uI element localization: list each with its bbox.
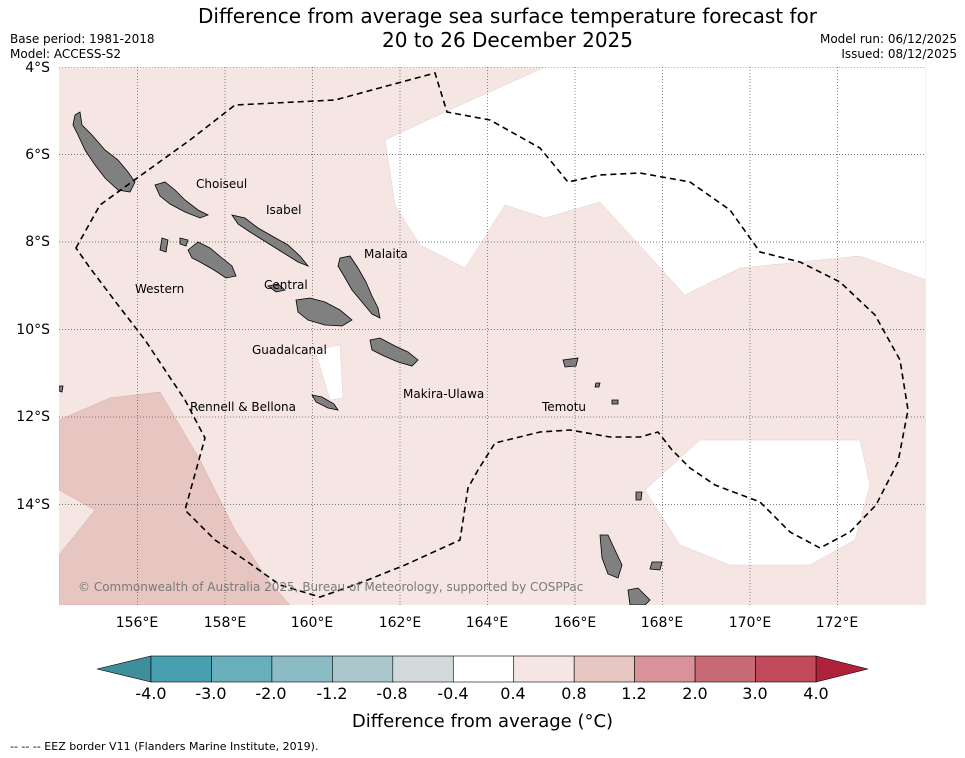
lon-label: 162°E — [378, 615, 422, 631]
base-period: Base period: 1981-2018 — [10, 32, 155, 46]
lat-label: 12°S — [16, 409, 50, 425]
map-area: Choiseul Isabel Malaita Western Central … — [59, 67, 926, 605]
map-title-line-2: 20 to 26 December 2025 — [381, 28, 633, 52]
lon-label: 166°E — [553, 615, 597, 631]
colorbar-title: Difference from average (°C) — [351, 711, 614, 732]
colorbar-cell — [513, 655, 575, 683]
island-espiritu-santo — [627, 587, 651, 605]
island-vanuatu-north — [599, 534, 623, 579]
colorbar-tick-label: -2.0 — [255, 684, 287, 703]
colorbar-tick-label: 0.8 — [561, 684, 587, 703]
island-duff — [594, 382, 601, 388]
neutral-area-southeast — [644, 439, 871, 566]
island-isabel — [231, 214, 310, 267]
island-torres — [635, 491, 643, 501]
island-rennell — [311, 394, 339, 411]
colorbar-cells — [150, 655, 817, 683]
colorbar-tick-label: -3.0 — [195, 684, 227, 703]
colorbar-cell — [573, 655, 635, 683]
island-western-1 — [72, 111, 136, 193]
neutral-area-north — [384, 67, 926, 296]
colorbar-tick-label: -0.8 — [376, 684, 408, 703]
region-label-central: Central — [264, 278, 308, 292]
lat-label: 8°S — [25, 234, 50, 250]
islands — [59, 111, 663, 605]
island-vanuatu-small — [649, 561, 663, 571]
colorbar-cell — [392, 655, 454, 683]
lon-label: 156°E — [115, 615, 159, 631]
island-new-georgia — [187, 241, 237, 279]
colorbar-cell — [211, 655, 273, 683]
island-choiseul — [154, 181, 209, 219]
colorbar-cell — [634, 655, 696, 683]
island-malaita — [337, 255, 381, 319]
colorbar-tick-label: 1.2 — [621, 684, 647, 703]
region-label-rennell-bellona: Rennell & Bellona — [190, 400, 296, 414]
lat-label: 10°S — [16, 322, 50, 338]
lon-label: 170°E — [728, 615, 772, 631]
map-title-line-1: Difference from average sea surface temp… — [197, 4, 817, 28]
island-central — [267, 283, 286, 293]
region-label-makira-ulawa: Makira-Ulawa — [403, 387, 484, 401]
colorbar-cell — [150, 655, 212, 683]
lon-label: 158°E — [203, 615, 247, 631]
colorbar-tick-label: -4.0 — [135, 684, 167, 703]
lat-label: 6°S — [25, 147, 50, 163]
lon-label: 164°E — [465, 615, 509, 631]
island-west-edge — [59, 385, 64, 393]
lon-label: 172°E — [815, 615, 859, 631]
colorbar-tick-label: -0.4 — [437, 684, 469, 703]
island-vella-lavella — [159, 237, 169, 253]
region-label-choiseul: Choiseul — [196, 177, 247, 191]
island-kolombangara — [179, 237, 189, 247]
colorbar-over-arrow — [815, 655, 869, 683]
meta-left: Base period: 1981-2018 Model: ACCESS-S2 — [10, 32, 155, 62]
colorbar-cell — [694, 655, 756, 683]
region-label-malaita: Malaita — [364, 247, 408, 261]
island-reef — [611, 399, 619, 405]
meta-right: Model run: 06/12/2025 Issued: 08/12/2025 — [820, 32, 957, 62]
region-label-temotu: Temotu — [541, 400, 586, 414]
colorbar-tick-label: 2.0 — [682, 684, 708, 703]
island-makira — [369, 337, 419, 367]
model-name: Model: ACCESS-S2 — [10, 47, 122, 61]
lat-label: 14°S — [16, 497, 50, 513]
region-label-isabel: Isabel — [266, 203, 301, 217]
lon-label: 168°E — [640, 615, 684, 631]
lon-label: 160°E — [290, 615, 334, 631]
colorbar — [96, 655, 869, 683]
lat-label: 4°S — [25, 60, 50, 76]
colorbar-tick-label: -1.2 — [316, 684, 348, 703]
colorbar-cell — [755, 655, 817, 683]
colorbar-cell — [332, 655, 394, 683]
graticule — [59, 67, 926, 605]
colorbar-tick-label: 0.4 — [500, 684, 526, 703]
colorbar-under-arrow — [96, 655, 152, 683]
eez-border — [75, 72, 909, 598]
neutral-area-guadalcanal — [314, 344, 344, 401]
island-santa-cruz — [562, 357, 579, 368]
colorbar-tick-label: 4.0 — [803, 684, 829, 703]
colorbar-cell — [271, 655, 333, 683]
region-label-western: Western — [135, 282, 184, 296]
colorbar-cell — [452, 655, 515, 683]
colorbar-tick-label: 3.0 — [742, 684, 768, 703]
eez-legend-footer: -- -- -- EEZ border V11 (Flanders Marine… — [10, 740, 319, 753]
model-run: Model run: 06/12/2025 — [819, 32, 957, 46]
copyright-credit: © Commonwealth of Australia 2025, Bureau… — [78, 580, 584, 594]
region-label-guadalcanal: Guadalcanal — [252, 343, 327, 357]
issued-date: Issued: 08/12/2025 — [841, 47, 957, 61]
island-guadalcanal — [295, 297, 353, 327]
